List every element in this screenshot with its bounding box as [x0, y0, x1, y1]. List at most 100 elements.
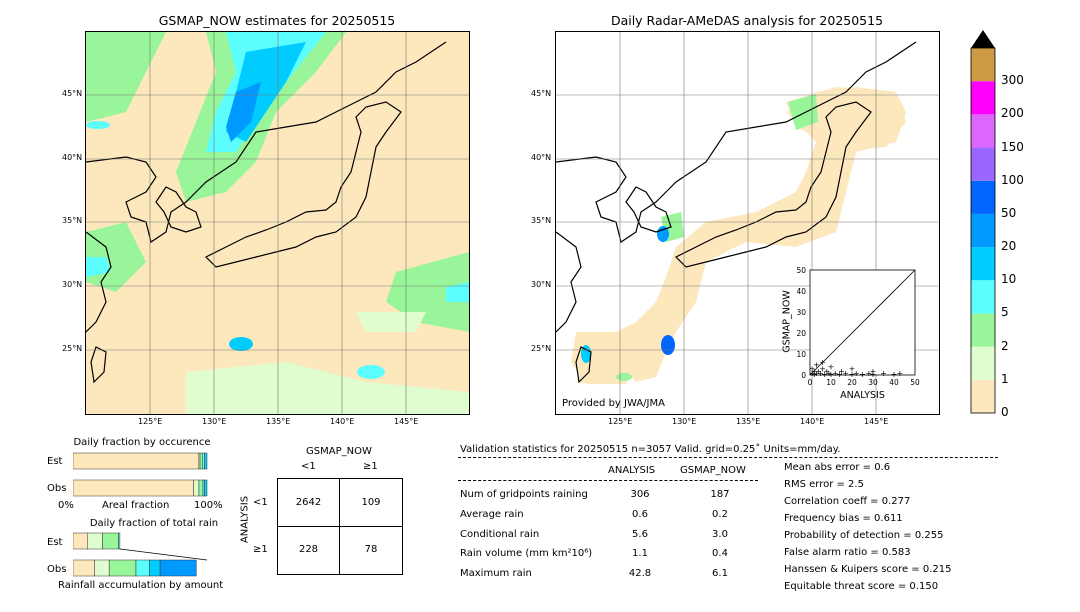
validation-dashed-line [458, 457, 998, 458]
scatter-point: + [870, 367, 877, 376]
contingency-col-header: GSMAP_NOW [306, 446, 372, 457]
contingency-cell: 109 [361, 497, 381, 508]
rain-area-south [186, 362, 469, 414]
occurrence-obs-segment [73, 479, 194, 497]
scatter-xtick: 0 [808, 378, 813, 387]
left-map-title: GSMAP_NOW estimates for 20250515 [158, 13, 396, 28]
contingency-col-label-lt1: <1 [301, 461, 316, 472]
colorbar-level-label: 150 [1001, 139, 1024, 154]
scatter-point: + [897, 369, 904, 378]
rain-area-north [86, 32, 166, 122]
colorbar-level-label: 20 [1001, 239, 1017, 254]
coastline-asia [86, 41, 447, 243]
coastline-korea [155, 186, 202, 233]
lon-label: 135°E [266, 417, 291, 426]
scatter-point: + [823, 367, 830, 376]
scatter-point: + [865, 369, 872, 378]
radar-rain-green-north [788, 94, 818, 130]
validation-row-gsmap: 0.4 [712, 548, 728, 559]
diagonal-line [809, 269, 916, 376]
scatter-point: + [828, 370, 835, 379]
scatter-point: + [813, 369, 820, 378]
contingency-row-label-lt1: <1 [253, 497, 268, 508]
score-line: Probability of detection = 0.255 [784, 530, 944, 541]
coastline-taiwan [90, 346, 107, 384]
colorbar-level-label: 1 [1001, 371, 1009, 386]
occurrence-obs-label: Obs [47, 483, 67, 494]
coastline-taiwan [575, 346, 592, 384]
rain-area-band-dark [226, 82, 261, 142]
contingency-table: 2642 109 228 78 [277, 478, 403, 575]
rain-area-east-cyan [446, 282, 469, 302]
lat-label: 30°N [531, 280, 552, 289]
total-rain-est-segment [73, 532, 88, 550]
radar-rain-cell-1 [657, 226, 669, 242]
inset-ylabel: GSMAP_NOW [781, 290, 793, 353]
scatter-xtick: 40 [889, 378, 899, 387]
right-map-grid [556, 32, 939, 414]
total-rain-bars [73, 532, 208, 577]
scatter-ytick: 0 [801, 371, 806, 380]
occurrence-bars [73, 452, 208, 497]
right-map-svg [556, 32, 939, 414]
validation-table-line [458, 480, 758, 481]
occurrence-est-segment [73, 452, 200, 470]
colorbar: 0 1 2 5 10 20 50 100 150 200 300 [970, 30, 1040, 420]
validation-header: Validation statistics for 20250515 n=305… [460, 444, 841, 455]
scatter-point: + [853, 369, 860, 378]
colorbar-segment [971, 247, 995, 281]
lat-label: 45°N [531, 89, 552, 98]
colorbar-level-label: 2 [1001, 338, 1009, 353]
score-line: Equitable threat score = 0.150 [784, 581, 939, 592]
radar-rain-cell-4 [616, 373, 632, 381]
scatter-ytick: 40 [796, 287, 806, 296]
scatter-xtick: 30 [868, 378, 878, 387]
colorbar-level-label: 300 [1001, 73, 1024, 88]
scatter-point: + [815, 367, 822, 376]
colorbar-segment [971, 280, 995, 314]
total-rain-footer: Rainfall accumulation by amount [58, 580, 224, 591]
left-map-grid [86, 32, 469, 414]
coastline-japan [204, 101, 402, 268]
colorbar-segment [971, 346, 995, 380]
colorbar-level-label: 100 [1001, 172, 1024, 187]
coastline-china-south [86, 231, 112, 333]
scatter-point: + [870, 370, 877, 379]
total-rain-obs-label: Obs [47, 564, 67, 575]
left-map-svg [86, 32, 469, 414]
scatter-point: + [826, 369, 833, 378]
colorbar-level-label: 200 [1001, 106, 1024, 121]
contingency-cell: 78 [364, 544, 378, 555]
occurrence-est-label: Est [47, 456, 63, 467]
scatter-point: + [891, 370, 898, 379]
total-rain-title: Daily fraction of total rain [89, 518, 219, 529]
total-rain-obs-segment [94, 559, 110, 577]
colorbar-level-label: 0 [1001, 405, 1009, 419]
lon-label: 140°E [800, 417, 825, 426]
scatter-xtick: 50 [910, 378, 920, 387]
total-rain-obs-segment [159, 559, 197, 577]
colorbar-segment [971, 81, 995, 115]
total-rain-obs-segment [149, 559, 161, 577]
lat-label: 25°N [62, 344, 83, 353]
contingency-col-label-ge1: ≥1 [363, 461, 378, 472]
occurrence-title: Daily fraction by occurence [73, 437, 211, 448]
scatter-point: + [811, 367, 818, 376]
colorbar-level-label: 10 [1001, 272, 1017, 287]
colorbar-segment [971, 213, 995, 248]
lon-label: 140°E [330, 417, 355, 426]
scatter-point: + [842, 369, 849, 378]
lon-label: 130°E [202, 417, 227, 426]
lat-label: 35°N [62, 216, 83, 225]
colorbar-level-label: 5 [1001, 305, 1009, 320]
contingency-row-label-ge1: ≥1 [253, 544, 268, 555]
validation-row-gsmap: 0.2 [712, 509, 728, 520]
total-rain-est-segment [87, 532, 103, 550]
lon-label: 125°E [608, 417, 633, 426]
occurrence-est-segment [202, 452, 205, 470]
occurrence-xlabel-left: 0% [58, 500, 74, 511]
total-rain-obs-segment [135, 559, 150, 577]
lon-label: 145°E [864, 417, 889, 426]
lat-label: 45°N [62, 89, 83, 98]
coastline-japan [674, 101, 872, 268]
